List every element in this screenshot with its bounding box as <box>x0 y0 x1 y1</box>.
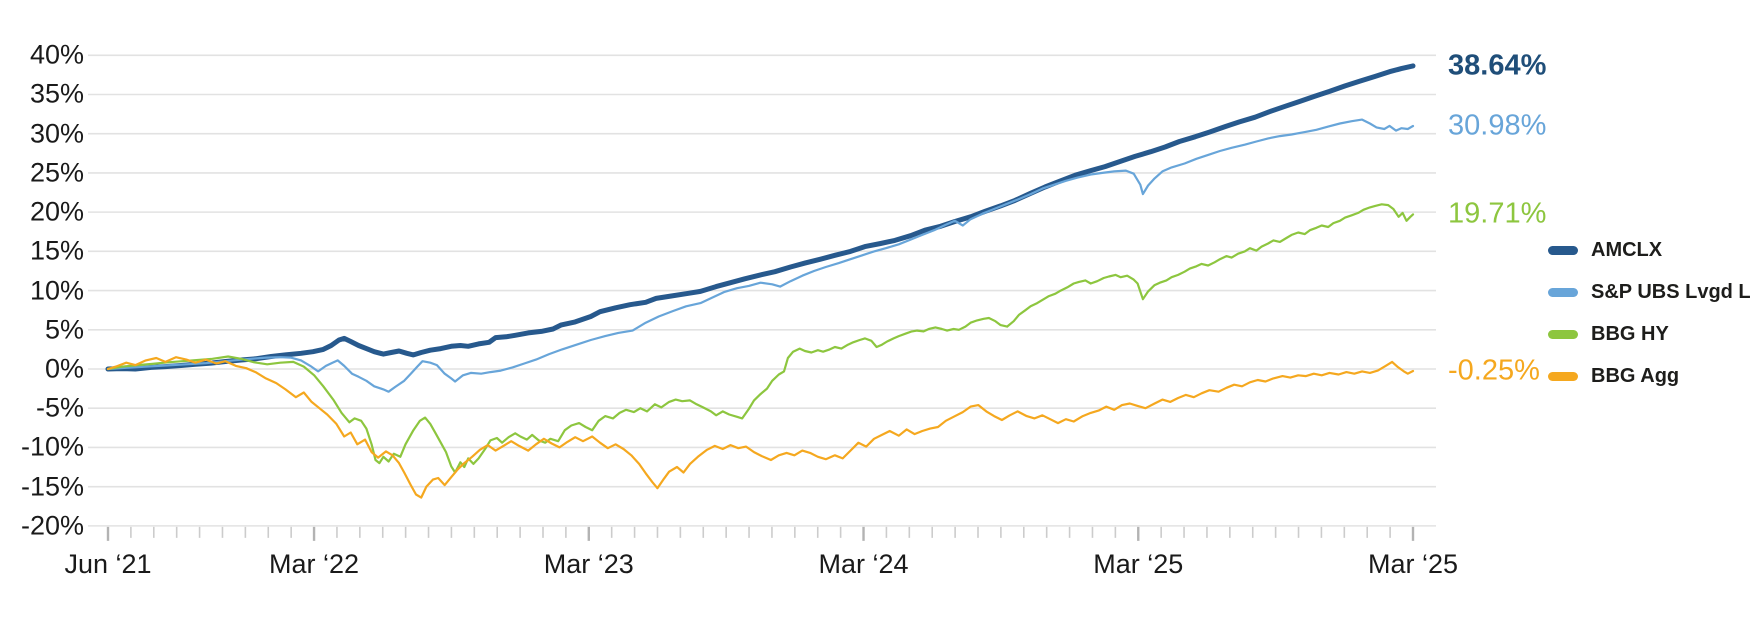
legend-swatch <box>1548 287 1578 297</box>
y-axis-tick-label: 40% <box>29 39 84 70</box>
y-axis-tick-label: 15% <box>29 235 84 266</box>
x-axis-tick-label: Mar ‘23 <box>543 549 634 579</box>
legend-item-bbg-hy: BBG HY <box>1548 324 1669 344</box>
y-axis-tick-label: 25% <box>29 157 84 188</box>
series-line-s-p-ubs-lvgd-ln <box>106 118 1415 393</box>
y-axis-tick-label: -5% <box>35 392 84 423</box>
end-label-amclx: 38.64% <box>1448 49 1547 82</box>
end-label-bbg-agg: -0.25% <box>1448 354 1540 387</box>
y-axis-tick-label: 0% <box>44 353 84 384</box>
y-axis-tick-label: -15% <box>20 471 84 502</box>
legend-item-s-p-ubs-lvgd-ln: S&P UBS Lvgd Ln <box>1548 282 1750 302</box>
y-axis-tick-label: 35% <box>29 78 84 109</box>
x-axis-tick-label: Mar ‘25 <box>1093 549 1184 579</box>
y-axis-tick-label: 20% <box>29 196 84 227</box>
series-line-amclx <box>105 63 1416 372</box>
series-line-bbg-agg <box>106 356 1415 499</box>
y-axis-tick-label: -10% <box>20 431 84 462</box>
legend-label: BBG HY <box>1591 323 1669 345</box>
legend-item-bbg-agg: BBG Agg <box>1548 366 1679 386</box>
legend-swatch <box>1548 245 1578 255</box>
legend-label: S&P UBS Lvgd Ln <box>1591 281 1750 303</box>
y-axis-tick-label: 5% <box>44 314 84 345</box>
end-label-s-p-ubs-lvgd-ln: 30.98% <box>1448 109 1547 142</box>
y-axis-tick-label: 30% <box>29 118 84 149</box>
legend-label: BBG Agg <box>1591 365 1680 387</box>
series-line-bbg-hy <box>106 203 1415 474</box>
legend-label: AMCLX <box>1591 239 1663 261</box>
legend-swatch <box>1548 371 1578 381</box>
end-label-bbg-hy: 19.71% <box>1448 197 1547 230</box>
legend-item-amclx: AMCLX <box>1548 240 1662 260</box>
x-axis-tick-label: Mar ‘25 <box>1367 549 1459 579</box>
y-axis-tick-label: 10% <box>29 275 84 306</box>
x-axis-tick-label: Mar ‘22 <box>269 549 360 579</box>
legend-swatch <box>1548 329 1578 339</box>
x-axis-tick-label: Mar ‘24 <box>818 549 909 579</box>
x-axis-tick-label: Jun ‘21 <box>64 549 152 579</box>
y-axis-tick-label: -20% <box>20 510 84 541</box>
